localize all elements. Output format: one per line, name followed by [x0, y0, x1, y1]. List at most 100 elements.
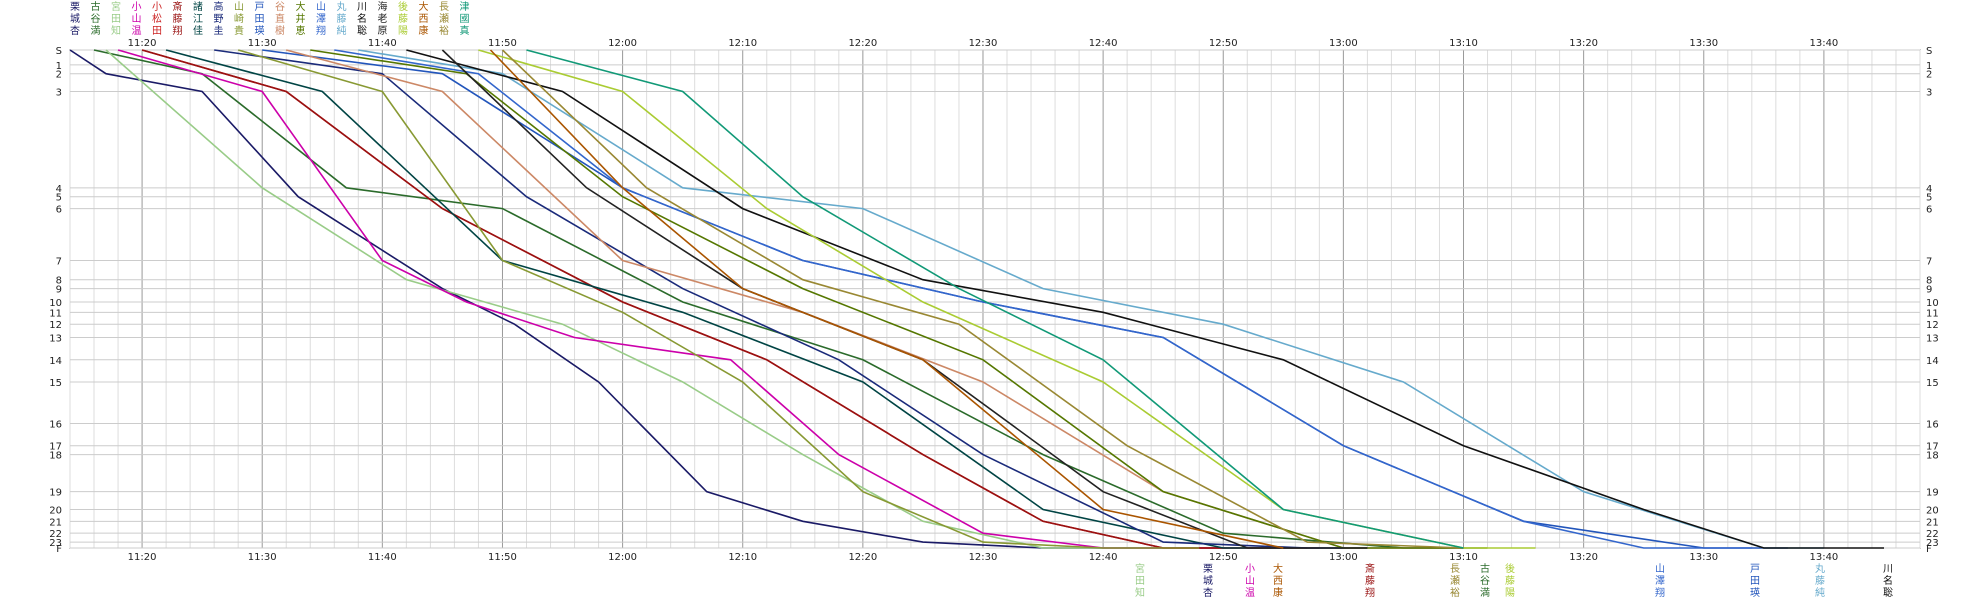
top-label-char: 戸 — [255, 1, 265, 13]
top-label-char: 圭 — [214, 24, 224, 37]
axis-ticks: 11:20 11:20 11:30 11:30 11:40 11:40 11:50 11:50… — [49, 38, 1938, 563]
bottom-label-char: 山 — [1245, 575, 1255, 587]
y-tick-right: F — [1926, 544, 1932, 555]
bottom-label-char: 宮 — [1135, 562, 1145, 575]
x-tick-bottom: 11:30 — [248, 552, 277, 563]
x-tick-bottom: 13:40 — [1809, 552, 1838, 563]
bottom-label-char: 杏 — [1203, 586, 1213, 599]
top-label-char: 瀬 — [439, 13, 449, 25]
series-line-高野圭 — [214, 49, 1368, 549]
top-label-char: 諸 — [193, 0, 203, 13]
bottom-label-char: 裕 — [1450, 586, 1460, 599]
top-label-char: 杏 — [70, 24, 80, 37]
top-label-char: 山 — [132, 13, 142, 25]
y-tick-left: 1 — [56, 61, 62, 72]
bottom-label-char: 古 — [1480, 562, 1490, 575]
x-tick-bottom: 12:20 — [848, 552, 877, 563]
x-tick-top: 12:10 — [728, 38, 757, 49]
top-label-char: 山 — [316, 1, 326, 13]
x-tick-top: 12:00 — [608, 38, 637, 49]
top-label-char: 小 — [152, 1, 162, 13]
bottom-label-char: 大 — [1273, 562, 1283, 575]
top-label-char: 貴 — [234, 24, 244, 37]
top-label-char: 裕 — [439, 24, 449, 37]
top-label-char: 野 — [214, 13, 224, 25]
top-label-char: 満 — [91, 25, 101, 37]
y-tick-left: 21 — [49, 517, 62, 528]
y-tick-right: 11 — [1926, 308, 1939, 319]
y-tick-left: 14 — [49, 356, 62, 367]
top-label-char: 松 — [152, 12, 162, 25]
bottom-label-char: 翔 — [1655, 586, 1665, 599]
series-line-丸藤純 — [358, 49, 1824, 549]
y-tick-right: 12 — [1926, 320, 1939, 331]
top-label-char: 大 — [296, 0, 306, 13]
top-label-char: 瑛 — [255, 24, 265, 37]
y-tick-right: 14 — [1926, 356, 1939, 367]
y-tick-left: 8 — [56, 276, 62, 287]
top-label-char: 直 — [275, 12, 285, 25]
x-tick-bottom: 12:00 — [608, 552, 637, 563]
y-tick-left: 17 — [49, 442, 62, 453]
x-tick-bottom: 12:30 — [969, 552, 998, 563]
bottom-label-char: 翔 — [1365, 586, 1375, 599]
y-tick-right: 5 — [1926, 193, 1932, 204]
top-label-char: 樹 — [275, 24, 285, 37]
top-label-char: 藤 — [173, 13, 183, 25]
y-tick-left: 9 — [56, 285, 62, 296]
top-label-char: 山 — [234, 1, 244, 13]
bottom-label-char: 藤 — [1505, 575, 1515, 587]
y-tick-left: 20 — [49, 505, 62, 516]
top-label-char: 温 — [132, 25, 142, 37]
top-runner-labels: 栗城杏古谷満宮田知小山温小松田斎藤翔諸江佳高野圭山崎貴戸田瑛谷直樹大井恵山澤翔丸… — [70, 0, 470, 37]
y-tick-left: 10 — [49, 298, 62, 309]
top-label-char: 恵 — [296, 24, 306, 37]
bottom-label-char: 西 — [1273, 576, 1283, 587]
top-label-char: 翔 — [316, 24, 326, 37]
top-label-char: 純 — [337, 24, 347, 37]
top-label-char: 翔 — [173, 24, 183, 37]
top-label-char: 佳 — [193, 24, 203, 37]
series-line-津國真 — [526, 49, 1464, 549]
y-tick-right: 15 — [1926, 378, 1939, 389]
y-tick-right: 1 — [1926, 61, 1932, 72]
top-label-char: 田 — [111, 14, 121, 25]
top-label-char: 田 — [255, 14, 265, 25]
y-tick-right: 22 — [1926, 529, 1939, 540]
y-tick-right: 23 — [1926, 538, 1939, 549]
x-tick-bottom: 11:50 — [488, 552, 517, 563]
top-label-char: 藤 — [398, 13, 408, 25]
y-tick-right: 18 — [1926, 451, 1939, 462]
top-label-char: 谷 — [275, 1, 285, 13]
top-label-char: 老 — [378, 12, 388, 25]
y-tick-left: 4 — [56, 184, 62, 195]
y-tick-right: 17 — [1926, 442, 1939, 453]
bottom-label-char: 戸 — [1750, 563, 1760, 575]
x-tick-bottom: 13:20 — [1569, 552, 1598, 563]
bottom-label-char: 斎 — [1365, 562, 1375, 575]
series-line-山澤翔 — [334, 49, 1752, 549]
x-tick-bottom: 12:50 — [1209, 552, 1238, 563]
top-label-char: 國 — [460, 13, 470, 25]
y-tick-right: 13 — [1926, 334, 1939, 345]
x-tick-top: 11:50 — [488, 38, 517, 49]
y-tick-left: F — [56, 544, 62, 555]
y-tick-left: 13 — [49, 334, 62, 345]
y-tick-right: 8 — [1926, 276, 1932, 287]
bottom-label-char: 田 — [1135, 576, 1145, 587]
bottom-label-char: 栗 — [1203, 563, 1213, 575]
bottom-label-char: 田 — [1750, 576, 1760, 587]
top-label-char: 斎 — [173, 0, 183, 13]
y-tick-left: S — [56, 46, 62, 57]
top-label-char: 大 — [419, 0, 429, 13]
top-label-char: 原 — [378, 25, 388, 37]
y-tick-right: 3 — [1926, 88, 1932, 99]
bottom-label-char: 康 — [1273, 586, 1283, 599]
x-tick-bottom: 12:40 — [1089, 552, 1118, 563]
top-label-char: 栗 — [70, 1, 80, 13]
y-tick-right: 20 — [1926, 505, 1939, 516]
bottom-label-char: 川 — [1883, 564, 1893, 575]
bottom-label-char: 知 — [1135, 586, 1145, 599]
